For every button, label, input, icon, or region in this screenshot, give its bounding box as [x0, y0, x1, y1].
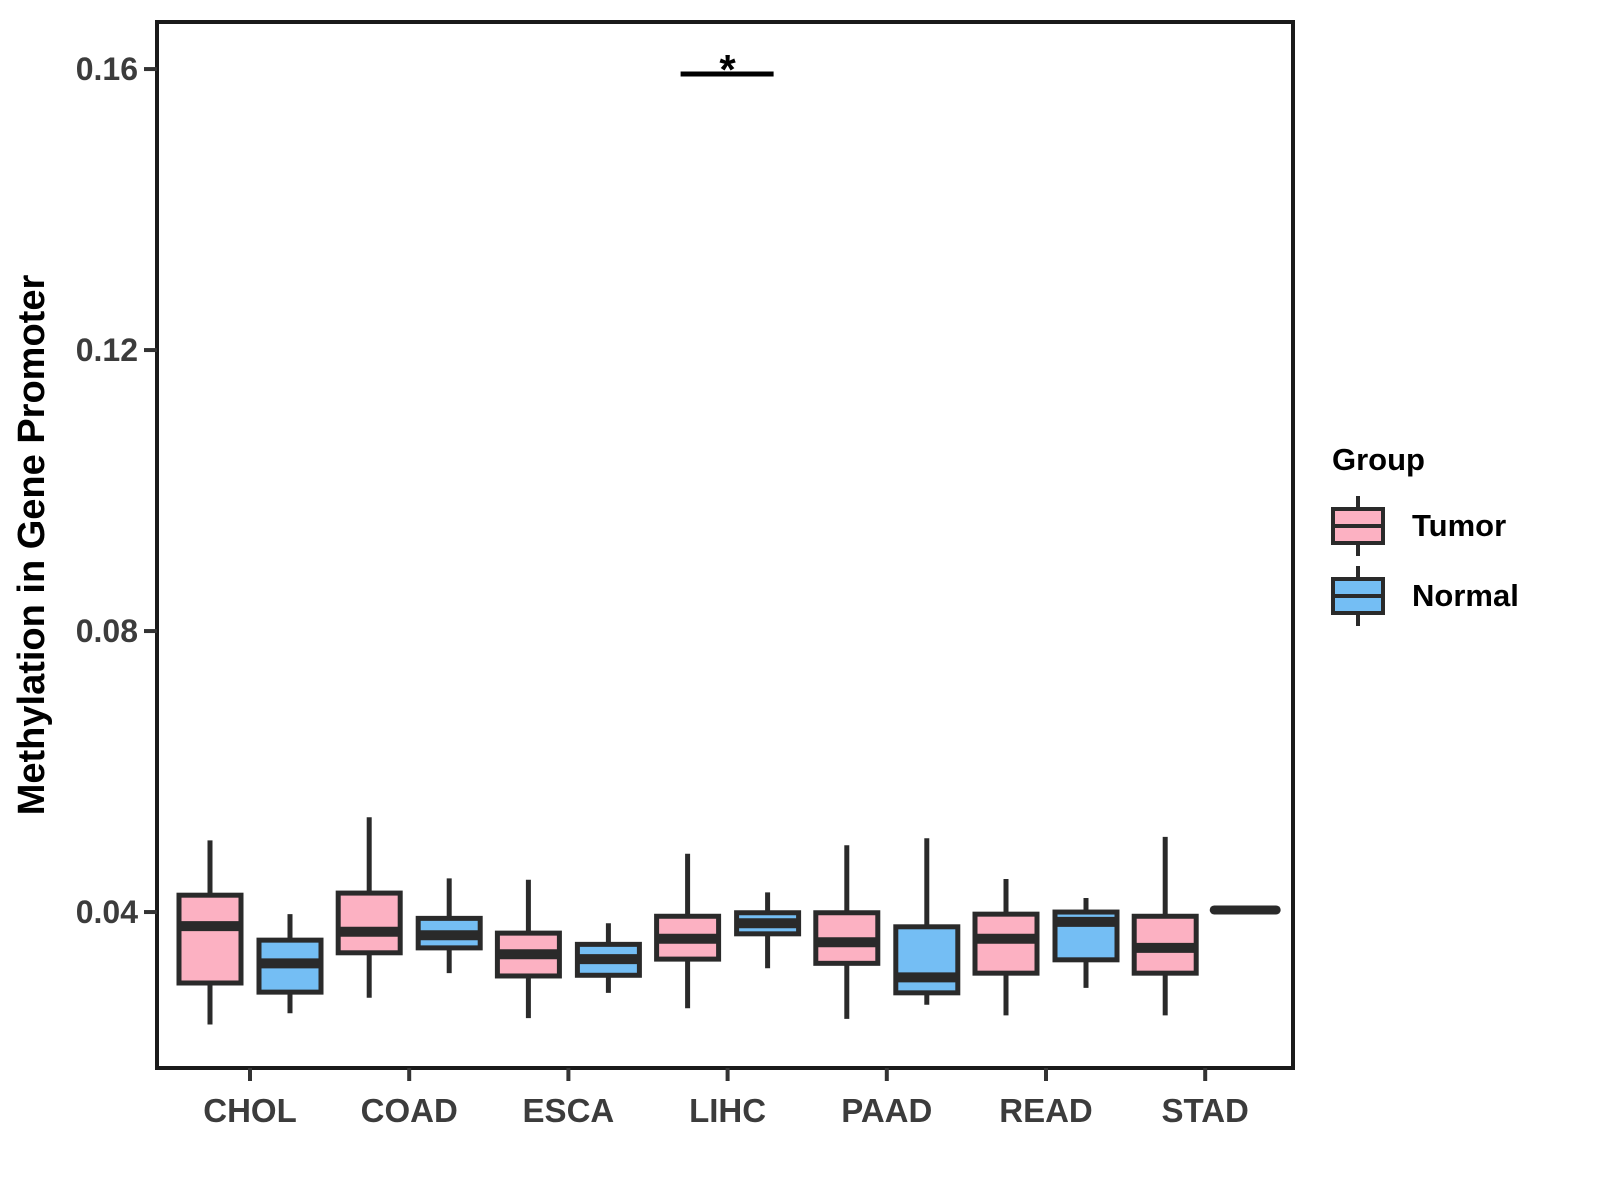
y-tick-label: 0.08 — [76, 613, 138, 649]
legend-label-normal: Normal — [1412, 578, 1519, 613]
y-tick-label: 0.16 — [76, 51, 138, 87]
box-read-normal — [1052, 897, 1120, 988]
box-chol-normal — [256, 914, 324, 1014]
x-tick-label-read: READ — [999, 1092, 1093, 1129]
y-axis-title: Methylation in Gene Promoter — [11, 275, 53, 816]
legend-boxplot-glyph-tumor — [1331, 496, 1385, 556]
box-read-tumor — [972, 879, 1040, 1016]
y-tick-label: 0.04 — [76, 894, 138, 930]
x-tick-label-lihc: LIHC — [689, 1092, 766, 1129]
significance-star: * — [719, 46, 736, 93]
box-stad-tumor — [1131, 836, 1199, 1016]
box-chol-tumor — [176, 840, 244, 1025]
legend-title: Group — [1332, 442, 1425, 477]
x-tick-label-stad: STAD — [1162, 1092, 1249, 1129]
legend: Group Tumor Normal — [1330, 442, 1519, 634]
legend-entry-tumor: Tumor — [1330, 494, 1519, 558]
box-coad-tumor — [335, 817, 403, 998]
box-lihc-normal — [734, 892, 802, 969]
x-tick-label-esca: ESCA — [523, 1092, 615, 1129]
y-tick-label: 0.12 — [76, 332, 138, 368]
box-coad-normal — [415, 878, 483, 974]
iqr-box — [893, 924, 961, 996]
iqr-box — [176, 892, 244, 986]
box-esca-tumor — [494, 879, 562, 1019]
legend-entry-normal: Normal — [1330, 564, 1519, 628]
x-tick-label-chol: CHOL — [203, 1092, 297, 1129]
legend-boxplot-glyph-normal — [1331, 566, 1385, 626]
plot-panel — [155, 20, 1295, 1070]
box-paad-tumor — [813, 845, 881, 1019]
x-tick-label-coad: COAD — [361, 1092, 458, 1129]
box-lihc-tumor — [654, 853, 722, 1009]
iqr-box — [335, 890, 403, 956]
x-tick-label-paad: PAAD — [841, 1092, 932, 1129]
legend-label-tumor: Tumor — [1412, 508, 1507, 543]
box-paad-normal — [893, 838, 961, 1005]
box-esca-normal — [574, 923, 642, 993]
